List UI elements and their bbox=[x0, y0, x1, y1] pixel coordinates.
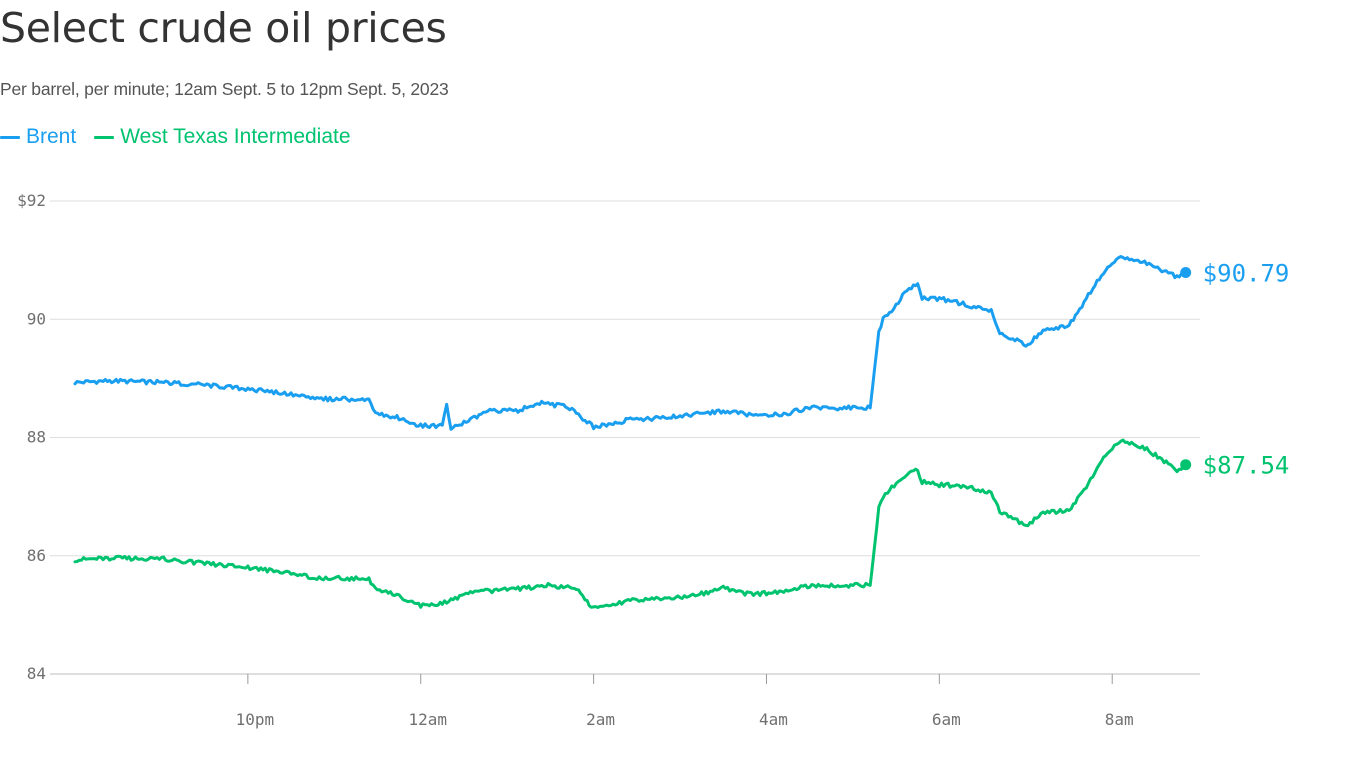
chart-legend: Brent West Texas Intermediate bbox=[0, 124, 369, 150]
y-tick-label-90: 90 bbox=[27, 309, 46, 328]
series-layer: $90.79 $87.54 bbox=[73, 255, 1290, 609]
x-tick-label-12am: 12am bbox=[408, 710, 447, 729]
legend-label-wti: West Texas Intermediate bbox=[120, 125, 351, 148]
end-value-label-1: $87.54 bbox=[1203, 452, 1290, 480]
end-point-1 bbox=[1180, 459, 1192, 471]
legend-swatch-wti bbox=[94, 135, 115, 139]
grid-layer: $92 90 88 86 84 bbox=[17, 191, 1200, 683]
x-tick-label-10pm: 10pm bbox=[236, 710, 275, 729]
series-line-1 bbox=[73, 438, 1188, 609]
y-tick-label-92: $92 bbox=[17, 191, 46, 210]
y-tick-label-84: 84 bbox=[27, 664, 46, 683]
x-tick-label-2am: 2am bbox=[586, 710, 615, 729]
x-tick-label-4am: 4am bbox=[759, 710, 788, 729]
legend-swatch-brent bbox=[0, 135, 20, 139]
x-tick-label-8am: 8am bbox=[1105, 710, 1134, 729]
x-axis: 10pm 12am 2am 4am 6am 8am bbox=[236, 674, 1134, 729]
legend-label-brent: Brent bbox=[26, 125, 77, 148]
end-point-0 bbox=[1180, 267, 1192, 279]
series-line-0 bbox=[73, 255, 1188, 431]
chart-subtitle: Per barrel, per minute; 12am Sept. 5 to … bbox=[0, 79, 449, 99]
legend-item-wti: West Texas Intermediate bbox=[94, 125, 351, 149]
x-tick-label-6am: 6am bbox=[932, 710, 961, 729]
end-value-label-0: $90.79 bbox=[1203, 260, 1290, 288]
chart-title: Select crude oil prices bbox=[0, 4, 447, 52]
legend-item-brent: Brent bbox=[0, 125, 76, 149]
y-tick-label-88: 88 bbox=[27, 428, 46, 447]
y-tick-label-86: 86 bbox=[27, 546, 46, 565]
